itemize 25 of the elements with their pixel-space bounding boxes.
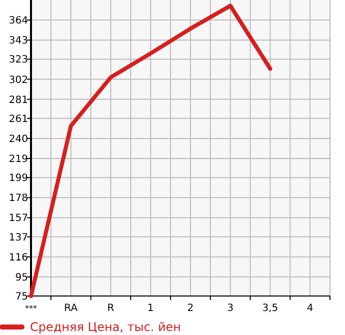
- legend-label: Средняя Цена, тыс. йен: [30, 320, 182, 334]
- y-tick-label: 302: [8, 74, 28, 86]
- x-tick-label: 3,5: [262, 303, 278, 314]
- y-tick-label: 343: [8, 36, 28, 47]
- y-tick-label: 116: [8, 252, 28, 264]
- y-tick-label: 219: [8, 154, 28, 166]
- x-tick-label: 4: [306, 303, 314, 314]
- x-tick-label: 2: [187, 303, 194, 314]
- x-tick-label: ***: [25, 304, 37, 313]
- y-tick-label: 95: [15, 272, 28, 284]
- line-series: [29, 4, 272, 298]
- x-tick-label: R: [107, 303, 114, 314]
- x-tick-label: 3: [227, 303, 234, 314]
- x-tick-label: RA: [64, 303, 78, 314]
- y-tick-label: 137: [8, 232, 28, 244]
- y-tick-label: 261: [8, 114, 28, 125]
- y-tick-label: 323: [8, 54, 28, 66]
- y-tick-label: 364: [8, 16, 28, 27]
- y-tick-label: 157: [8, 213, 28, 224]
- y-tick-label: 75: [15, 292, 28, 302]
- y-tick-label: 178: [8, 193, 28, 204]
- y-tick-label: 281: [8, 94, 28, 106]
- y-tick-label: 199: [8, 173, 28, 184]
- y-tick-label: 240: [8, 134, 28, 145]
- x-tick-label: 1: [147, 303, 154, 314]
